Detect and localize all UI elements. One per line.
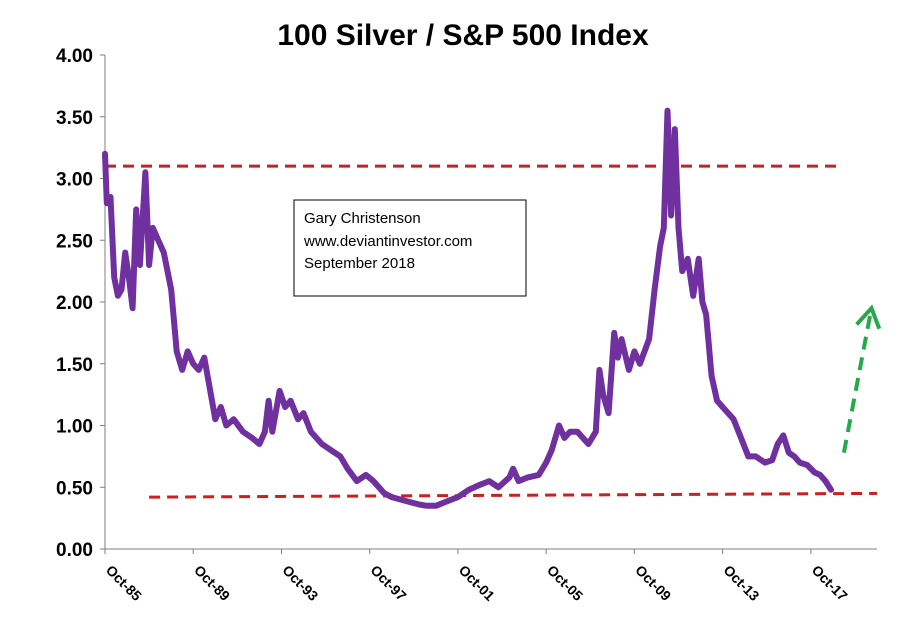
y-tick-label: 4.00 xyxy=(56,46,93,67)
x-tick-label: Oct-85 xyxy=(103,562,145,604)
x-tick-label: Oct-13 xyxy=(720,562,762,604)
chart-title: 100 Silver / S&P 500 Index xyxy=(277,19,649,52)
y-tick-label: 0.50 xyxy=(56,478,93,499)
annotation-box: Gary Christenson www.deviantinvestor.com… xyxy=(293,199,527,297)
x-tick-label: Oct-93 xyxy=(279,562,321,604)
annotation-line: www.deviantinvestor.com xyxy=(303,233,472,250)
x-tick-label: Oct-01 xyxy=(456,562,498,604)
x-tick-label: Oct-97 xyxy=(368,562,410,604)
y-tick-label: 0.00 xyxy=(56,540,93,561)
y-tick-label: 3.50 xyxy=(56,108,93,129)
y-tick-label: 1.00 xyxy=(56,417,93,438)
y-tick-label: 2.00 xyxy=(56,293,93,314)
y-tick-label: 1.50 xyxy=(56,355,93,376)
y-tick-label: 3.00 xyxy=(56,170,93,191)
series-layer xyxy=(102,107,834,509)
trend-arrow xyxy=(841,304,882,454)
y-tick-label: 2.50 xyxy=(56,231,93,252)
annotation-line: Gary Christenson xyxy=(304,210,421,227)
x-tick-label: Oct-05 xyxy=(544,562,586,604)
annotation-line: September 2018 xyxy=(304,255,415,272)
reference-line xyxy=(149,491,878,499)
trend-arrow-head xyxy=(855,304,882,330)
series-line xyxy=(102,107,834,509)
x-ticks: Oct-85 Oct-89 Oct-93 Oct-97 Oct-01 Oct-05 Oct-… xyxy=(103,549,851,604)
y-ticks: 0.00 0.50 1.00 1.50 2.00 2.50 3.00 3.50 4.00 xyxy=(56,46,105,561)
x-tick-label: Oct-09 xyxy=(632,562,674,604)
x-tick-label: Oct-17 xyxy=(809,562,851,604)
plot-area: 0.00 0.50 1.00 1.50 2.00 2.50 3.00 3.50 4.00 Oct… xyxy=(56,46,882,604)
reference-lines xyxy=(105,164,878,499)
trend-arrow-shaft xyxy=(841,307,874,454)
x-tick-label: Oct-89 xyxy=(191,562,233,604)
annotation-border xyxy=(293,199,527,297)
